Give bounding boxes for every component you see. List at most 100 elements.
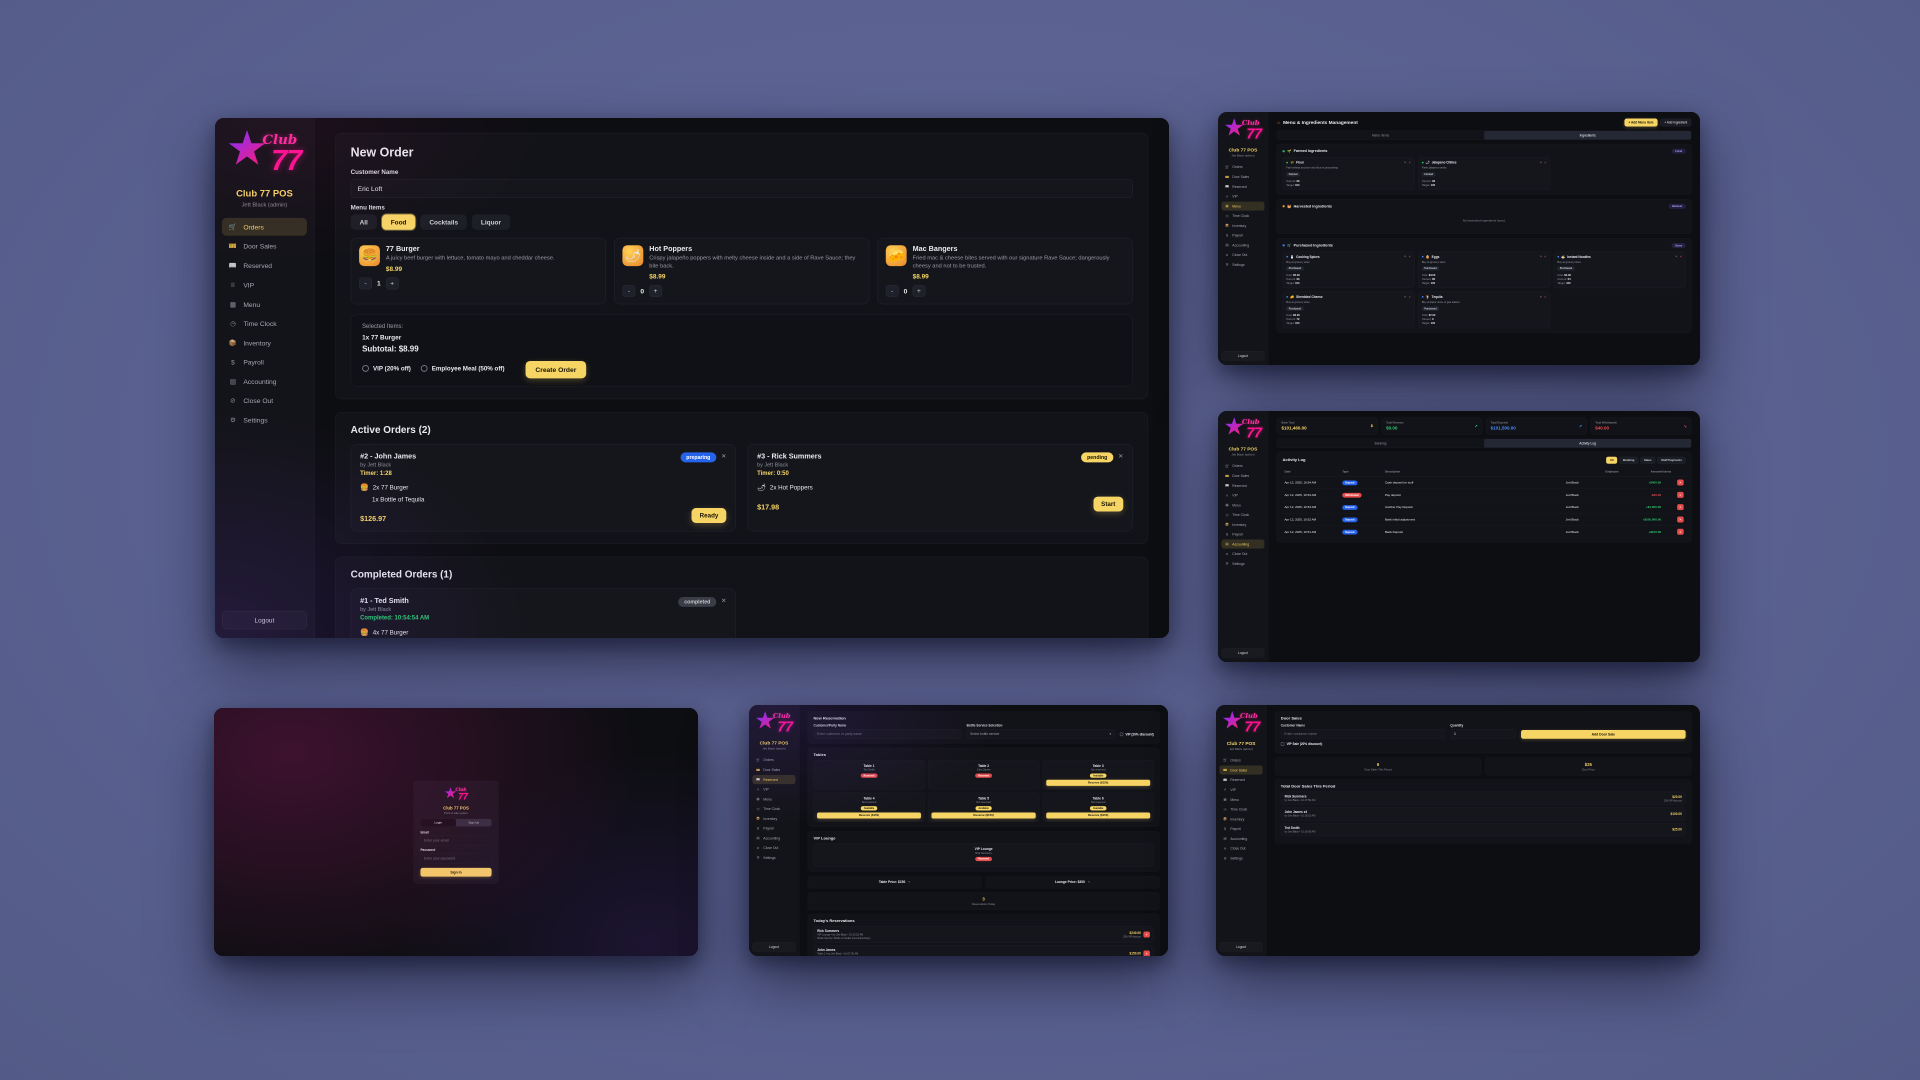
sidebar-item[interactable]: ▦ Menu bbox=[222, 295, 307, 313]
edit-icon[interactable]: ✎ bbox=[1675, 255, 1678, 259]
decrement-button[interactable]: - bbox=[622, 284, 636, 297]
sidebar-item[interactable]: $ Payroll bbox=[1220, 824, 1263, 833]
sidebar-item[interactable]: ⚙ Settings bbox=[222, 411, 307, 429]
sidebar-item[interactable]: 📖 Reserved bbox=[1222, 481, 1265, 490]
sidebar-item[interactable]: 🛒 Orders bbox=[221, 217, 307, 236]
reserve-button[interactable]: Reserve ($150) bbox=[931, 812, 1036, 819]
order-action-button[interactable]: Start bbox=[1093, 496, 1124, 512]
menu-filter-chip[interactable]: Liquor bbox=[471, 214, 510, 230]
sidebar-item[interactable]: ⊘ Close Out bbox=[1222, 250, 1265, 259]
decrement-button[interactable]: - bbox=[885, 284, 899, 297]
sidebar-item[interactable]: 🛒 Orders bbox=[1222, 162, 1265, 171]
sidebar-item[interactable]: ▤ Accounting bbox=[1222, 241, 1265, 250]
sidebar-item[interactable]: 📦 Inventory bbox=[1222, 221, 1265, 230]
sidebar-item[interactable]: 📖 Reserved bbox=[1220, 775, 1263, 784]
sidebar-item[interactable]: $ Payroll bbox=[222, 354, 307, 371]
add-menu-item-button[interactable]: + Add Menu Item bbox=[1624, 118, 1658, 127]
logout-button[interactable]: Logout bbox=[1219, 942, 1263, 952]
delete-icon[interactable]: ✕ bbox=[1679, 255, 1682, 259]
sidebar-item[interactable]: ⊘ Close Out bbox=[753, 843, 796, 852]
menu-filter-chip[interactable]: Food bbox=[381, 214, 416, 230]
delete-icon[interactable]: ✕ bbox=[1408, 295, 1411, 299]
bottle-service-select[interactable]: Select bottle service ▾ bbox=[966, 729, 1115, 739]
sidebar-item[interactable]: 📦 Inventory bbox=[222, 334, 307, 352]
edit-icon[interactable]: ✎ bbox=[1539, 161, 1543, 165]
email-field[interactable] bbox=[420, 835, 492, 846]
logout-button[interactable]: Logout bbox=[221, 610, 307, 630]
sidebar-item[interactable]: ⚙ Settings bbox=[753, 853, 796, 862]
sidebar-item[interactable]: 📖 Reserved bbox=[222, 257, 307, 275]
delete-button[interactable]: ✕ bbox=[1677, 491, 1684, 498]
order-action-button[interactable]: Ready bbox=[691, 508, 727, 523]
increment-button[interactable]: + bbox=[649, 284, 662, 297]
tab[interactable]: Ingredients bbox=[1484, 130, 1692, 140]
sidebar-item[interactable]: 🎫 Door Sales bbox=[1222, 172, 1265, 181]
logout-button[interactable]: Logout bbox=[752, 942, 796, 952]
filter-button[interactable]: Sales bbox=[1640, 456, 1656, 464]
vip-discount-checkbox[interactable]: VIP (20% discount) bbox=[1119, 732, 1154, 739]
reserve-button[interactable]: Reserve ($150) bbox=[817, 812, 922, 819]
sidebar-item[interactable]: ▦ Menu bbox=[1222, 501, 1265, 510]
close-icon[interactable]: ✕ bbox=[721, 452, 727, 460]
sidebar-item[interactable]: ♕ VIP bbox=[1220, 785, 1263, 794]
sidebar-item[interactable]: 🎫 Door Sales bbox=[1219, 765, 1263, 775]
sidebar-item[interactable]: ♕ VIP bbox=[753, 785, 796, 794]
sidebar-item[interactable]: ⊘ Close Out bbox=[1220, 844, 1263, 853]
tab[interactable]: Menu Items bbox=[1372, 133, 1390, 138]
sidebar-item[interactable]: 🎫 Door Sales bbox=[753, 765, 796, 774]
increment-button[interactable]: + bbox=[912, 284, 926, 297]
sign-in-button[interactable]: Sign In bbox=[420, 867, 492, 877]
sidebar-item[interactable]: ♕ VIP bbox=[1222, 491, 1265, 500]
add-ingredient-button[interactable]: + Add Ingredient bbox=[1659, 118, 1692, 127]
filter-button[interactable]: Banking bbox=[1619, 456, 1639, 464]
sidebar-item[interactable]: ⊘ Close Out bbox=[1222, 549, 1265, 558]
sidebar-item[interactable]: 🛒 Orders bbox=[1220, 756, 1263, 765]
sidebar-item[interactable]: ▦ Menu bbox=[1220, 795, 1263, 804]
sidebar-item[interactable]: 📖 Reserved bbox=[752, 775, 796, 785]
sidebar-item[interactable]: ◷ Time Clock bbox=[222, 315, 307, 333]
increment-button[interactable]: + bbox=[385, 277, 399, 290]
sidebar-item[interactable]: ⚙ Settings bbox=[1222, 559, 1265, 568]
customer-name-input[interactable] bbox=[350, 179, 1133, 198]
sidebar-item[interactable]: 🛒 Orders bbox=[753, 755, 796, 764]
sidebar-item[interactable]: ◷ Time Clock bbox=[1220, 805, 1263, 814]
edit-icon[interactable]: ✎ bbox=[1404, 255, 1407, 259]
edit-icon[interactable]: ✎ bbox=[1539, 255, 1543, 259]
sidebar-item[interactable]: ⚙ Settings bbox=[1220, 854, 1263, 863]
tab[interactable]: Activity Log bbox=[1484, 438, 1692, 448]
quantity-input[interactable] bbox=[1450, 729, 1516, 739]
reserve-button[interactable]: Reserve ($150) bbox=[1046, 779, 1151, 786]
delete-icon[interactable]: ✕ bbox=[1408, 161, 1411, 165]
sidebar-item[interactable]: ▤ Accounting bbox=[1221, 539, 1265, 549]
edit-icon[interactable]: ✎ bbox=[1404, 161, 1407, 165]
sidebar-item[interactable]: 📦 Inventory bbox=[1222, 520, 1265, 529]
cancel-reservation-button[interactable]: ✕ bbox=[1143, 950, 1150, 956]
close-icon[interactable]: ✕ bbox=[721, 597, 727, 604]
sidebar-item[interactable]: ◷ Time Clock bbox=[1222, 510, 1265, 519]
menu-filter-chip[interactable]: Cocktails bbox=[420, 214, 468, 230]
delete-button[interactable]: ✕ bbox=[1677, 528, 1684, 535]
sidebar-item[interactable]: 📦 Inventory bbox=[753, 814, 796, 823]
delete-icon[interactable]: ✕ bbox=[1544, 161, 1547, 165]
sidebar-item[interactable]: ▤ Accounting bbox=[222, 372, 307, 390]
logout-button[interactable]: Logout bbox=[1221, 648, 1265, 658]
discount-radio-option[interactable]: VIP (20% off) bbox=[362, 364, 411, 372]
sidebar-item[interactable]: 📖 Reserved bbox=[1222, 182, 1265, 191]
sidebar-item[interactable]: ▦ Menu bbox=[1221, 201, 1265, 211]
filter-button[interactable]: Staff Payments bbox=[1657, 456, 1686, 464]
sidebar-item[interactable]: ⚙ Settings bbox=[1222, 260, 1265, 269]
sidebar-item[interactable]: 📦 Inventory bbox=[1220, 815, 1263, 824]
sidebar-item[interactable]: $ Payroll bbox=[1222, 530, 1265, 539]
sidebar-item[interactable]: ♕ VIP bbox=[1222, 192, 1265, 201]
sidebar-item[interactable]: ◷ Time Clock bbox=[753, 804, 796, 813]
discount-radio-option[interactable]: Employee Meal (50% off) bbox=[420, 364, 505, 372]
sidebar-item[interactable]: ▤ Accounting bbox=[753, 834, 796, 843]
edit-icon[interactable]: ✎ bbox=[1087, 880, 1091, 884]
vip-sale-checkbox[interactable]: VIP Sale (20% discount) bbox=[1280, 742, 1686, 748]
party-name-input[interactable] bbox=[813, 729, 962, 739]
auth-tab[interactable]: Sign Up bbox=[468, 820, 480, 825]
tab[interactable]: Banking bbox=[1374, 441, 1387, 446]
sidebar-item[interactable]: ▤ Accounting bbox=[1220, 834, 1263, 843]
customer-name-input[interactable] bbox=[1280, 729, 1446, 739]
filter-button[interactable]: All bbox=[1606, 456, 1618, 464]
